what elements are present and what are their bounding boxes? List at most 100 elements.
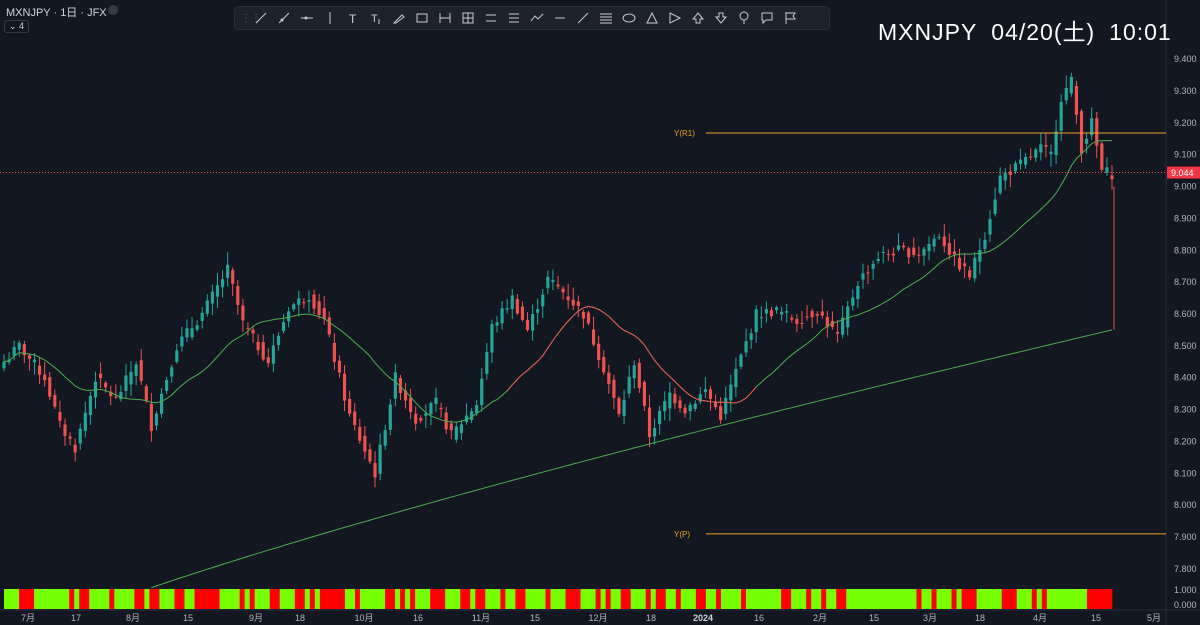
volatility-bar <box>921 589 927 609</box>
volatility-bar <box>324 589 331 609</box>
candle-body <box>576 301 580 306</box>
volatility-bar <box>650 589 657 609</box>
volatility-bar <box>485 589 491 609</box>
volatility-bar <box>776 589 782 609</box>
candle-body <box>159 393 164 414</box>
vertical-line-icon[interactable] <box>318 9 341 27</box>
symbol-info[interactable]: MXNJPY · 1日 · JFX <box>6 7 107 19</box>
eye-icon[interactable] <box>108 5 118 15</box>
volatility-bar <box>349 589 356 609</box>
drawing-toolbar: ⋮⋮ T T <box>234 6 830 30</box>
volatility-bar <box>670 589 677 609</box>
arrow-up-icon[interactable] <box>686 9 709 27</box>
volatility-bar <box>149 589 155 609</box>
drag-grip-icon[interactable]: ⋮⋮ <box>241 12 261 24</box>
volatility-bar <box>89 589 95 609</box>
candle-body <box>1013 163 1018 172</box>
candle-body <box>409 397 413 412</box>
fib-retracement-icon[interactable] <box>594 9 617 27</box>
brush-icon[interactable] <box>387 9 410 27</box>
volatility-bar <box>54 589 60 609</box>
x-tick-label: 18 <box>295 613 305 623</box>
volatility-bar <box>164 589 170 609</box>
volatility-bar <box>229 589 236 609</box>
indicator-count-toggle[interactable]: ⌄ 4 <box>4 20 30 33</box>
level-label: Y(P) <box>674 530 690 539</box>
rectangle-icon[interactable] <box>410 9 433 27</box>
triangle-icon[interactable] <box>640 9 663 27</box>
x-tick-label: 2月 <box>813 613 827 623</box>
path-icon[interactable] <box>525 9 548 27</box>
y-tick-label: 9.400 <box>1174 54 1197 64</box>
candle-body <box>231 269 235 284</box>
anchored-text-icon[interactable]: T <box>364 9 387 27</box>
volatility-bar <box>720 589 727 609</box>
volatility-bar <box>375 589 381 609</box>
candle-body <box>1018 159 1023 164</box>
candle-body <box>276 335 281 346</box>
y-tick-label: 8.900 <box>1174 213 1197 223</box>
candle-body <box>546 276 550 289</box>
volatility-bar <box>901 589 907 609</box>
candle-body <box>63 424 67 436</box>
volatility-bar <box>344 589 351 609</box>
volatility-bar <box>751 589 757 609</box>
candle-body <box>332 342 336 362</box>
volatility-bar <box>1106 589 1113 609</box>
volatility-bar <box>801 589 807 609</box>
volatility-bar <box>976 589 983 609</box>
x-tick-label: 15 <box>530 613 540 623</box>
ellipse-icon[interactable] <box>617 9 640 27</box>
candle-body <box>1090 118 1094 136</box>
candle-body <box>754 309 758 333</box>
volatility-bar <box>605 589 612 609</box>
arrow-pointer-icon[interactable] <box>663 9 686 27</box>
extended-line-icon[interactable] <box>571 9 594 27</box>
candle-body <box>403 390 408 401</box>
volatility-bar <box>580 589 586 609</box>
candle-body <box>952 251 957 255</box>
candle-body <box>78 428 82 444</box>
candle-body <box>454 426 458 440</box>
candle-body <box>790 317 794 320</box>
candle-body <box>246 327 250 329</box>
candle-body <box>932 238 936 247</box>
callout-icon[interactable] <box>755 9 778 27</box>
volatility-bar <box>274 589 281 609</box>
horizontal-line-icon[interactable] <box>548 9 571 27</box>
date-range-icon[interactable] <box>433 9 456 27</box>
volatility-bar <box>1041 589 1048 609</box>
parallel-channel-icon[interactable] <box>479 9 502 27</box>
ray-icon[interactable] <box>272 9 295 27</box>
volatility-bar <box>585 589 591 609</box>
candle-body <box>1034 149 1038 158</box>
volatility-bar <box>590 589 597 609</box>
candle-body <box>586 312 591 324</box>
pin-icon[interactable] <box>732 9 755 27</box>
candle-body <box>165 379 169 391</box>
text-icon[interactable]: T <box>341 9 364 27</box>
candle-body <box>1105 167 1109 174</box>
clock-time: 10:01 <box>1109 19 1172 45</box>
trend-line-icon[interactable] <box>249 9 272 27</box>
fib-channel-icon[interactable] <box>502 9 525 27</box>
arrow-down-icon[interactable] <box>709 9 732 27</box>
candle-body <box>144 386 148 401</box>
volatility-bar <box>339 589 346 609</box>
volatility-bar <box>59 589 65 609</box>
x-tick-label: 7月 <box>21 613 35 623</box>
candle-body <box>749 333 753 340</box>
flag-icon[interactable] <box>778 9 801 27</box>
candle-body <box>968 270 972 278</box>
volatility-bar <box>299 589 306 609</box>
volatility-bars <box>4 589 1113 609</box>
horizontal-ray-icon[interactable] <box>295 9 318 27</box>
candle-body <box>719 406 723 421</box>
vol-tick-label: 0.000 <box>1174 600 1197 610</box>
vol-tick-label: 1.000 <box>1174 585 1197 595</box>
candle-body <box>927 243 931 252</box>
price-date-range-icon[interactable] <box>456 9 479 27</box>
volatility-bar <box>1046 589 1053 609</box>
candle-body <box>800 322 804 324</box>
